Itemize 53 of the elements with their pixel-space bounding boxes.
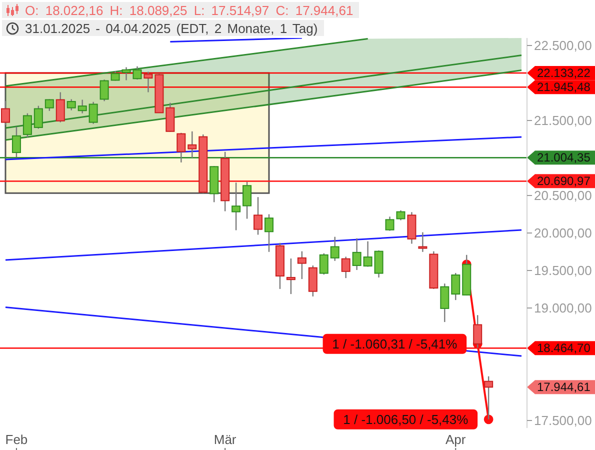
point bbox=[484, 414, 494, 424]
chart-subtitle: 31.01.2025 - 04.04.2025 (EDT, 2 Monate, 1 Tag) bbox=[25, 20, 318, 36]
chart-title: O: 18.022,16 H: 18.089,25 L: 17.514,97 C: 17.944,61 bbox=[25, 2, 354, 18]
candlestick bbox=[286, 258, 296, 295]
x-tick-label: Mär bbox=[214, 432, 237, 447]
candlestick bbox=[407, 212, 416, 244]
y-tick-label: 19.000,00 bbox=[534, 300, 592, 316]
candlestick bbox=[264, 214, 274, 252]
candlestick bbox=[44, 98, 54, 112]
candlestick bbox=[232, 182, 241, 231]
candlestick bbox=[319, 252, 328, 276]
candlestick bbox=[100, 78, 109, 102]
candlestick bbox=[440, 282, 450, 323]
x-tick-label: Feb bbox=[5, 432, 28, 447]
candlestick bbox=[144, 71, 153, 93]
candlestick bbox=[176, 132, 186, 164]
candlestick bbox=[363, 240, 372, 268]
candlestick bbox=[297, 250, 306, 280]
candlestick bbox=[166, 102, 175, 132]
candlestick bbox=[34, 105, 43, 130]
candlestick bbox=[451, 272, 460, 301]
candlestick bbox=[254, 196, 263, 236]
candlestick bbox=[110, 70, 120, 82]
y-tick-label: 20.500,00 bbox=[534, 188, 592, 204]
text: 17.944,61 bbox=[537, 380, 591, 394]
candlestick bbox=[352, 238, 362, 271]
candlestick bbox=[12, 126, 21, 158]
y-tick-label: 20.000,00 bbox=[534, 226, 592, 241]
x-tick-label: Apr bbox=[446, 432, 466, 447]
ref-line-label: 18.464,70 bbox=[537, 341, 591, 356]
candlestick bbox=[88, 101, 98, 124]
candlestick bbox=[341, 256, 350, 279]
y-tick-label: 21.500,00 bbox=[534, 113, 592, 128]
ref-line-label: 20.690,97 bbox=[537, 174, 591, 188]
ref-line-label: 22.133,22 bbox=[537, 66, 591, 80]
candlestick bbox=[22, 112, 32, 138]
candlestick bbox=[66, 98, 76, 111]
candlestick bbox=[188, 130, 197, 159]
annotation: 1 / -1.006,50 / -5,43% bbox=[343, 412, 469, 427]
candlestick bbox=[374, 250, 384, 278]
candlestick bbox=[56, 92, 65, 123]
ref-line-label: 21.945,48 bbox=[537, 80, 591, 94]
y-tick-label: 22.500,00 bbox=[534, 38, 592, 54]
y-tick-label: 19.500,00 bbox=[534, 263, 592, 278]
annotation: 1 / -1.060,31 / -5,41% bbox=[332, 336, 458, 352]
candlestick bbox=[0, 100, 10, 126]
candlestick bbox=[418, 232, 428, 252]
candlestick bbox=[330, 236, 340, 262]
ref-line-label: 21.004,35 bbox=[537, 150, 591, 165]
candlestick bbox=[78, 99, 87, 114]
y-tick-label: 17.500,00 bbox=[534, 413, 592, 428]
candlestick bbox=[308, 264, 318, 298]
candlestick bbox=[242, 181, 252, 220]
